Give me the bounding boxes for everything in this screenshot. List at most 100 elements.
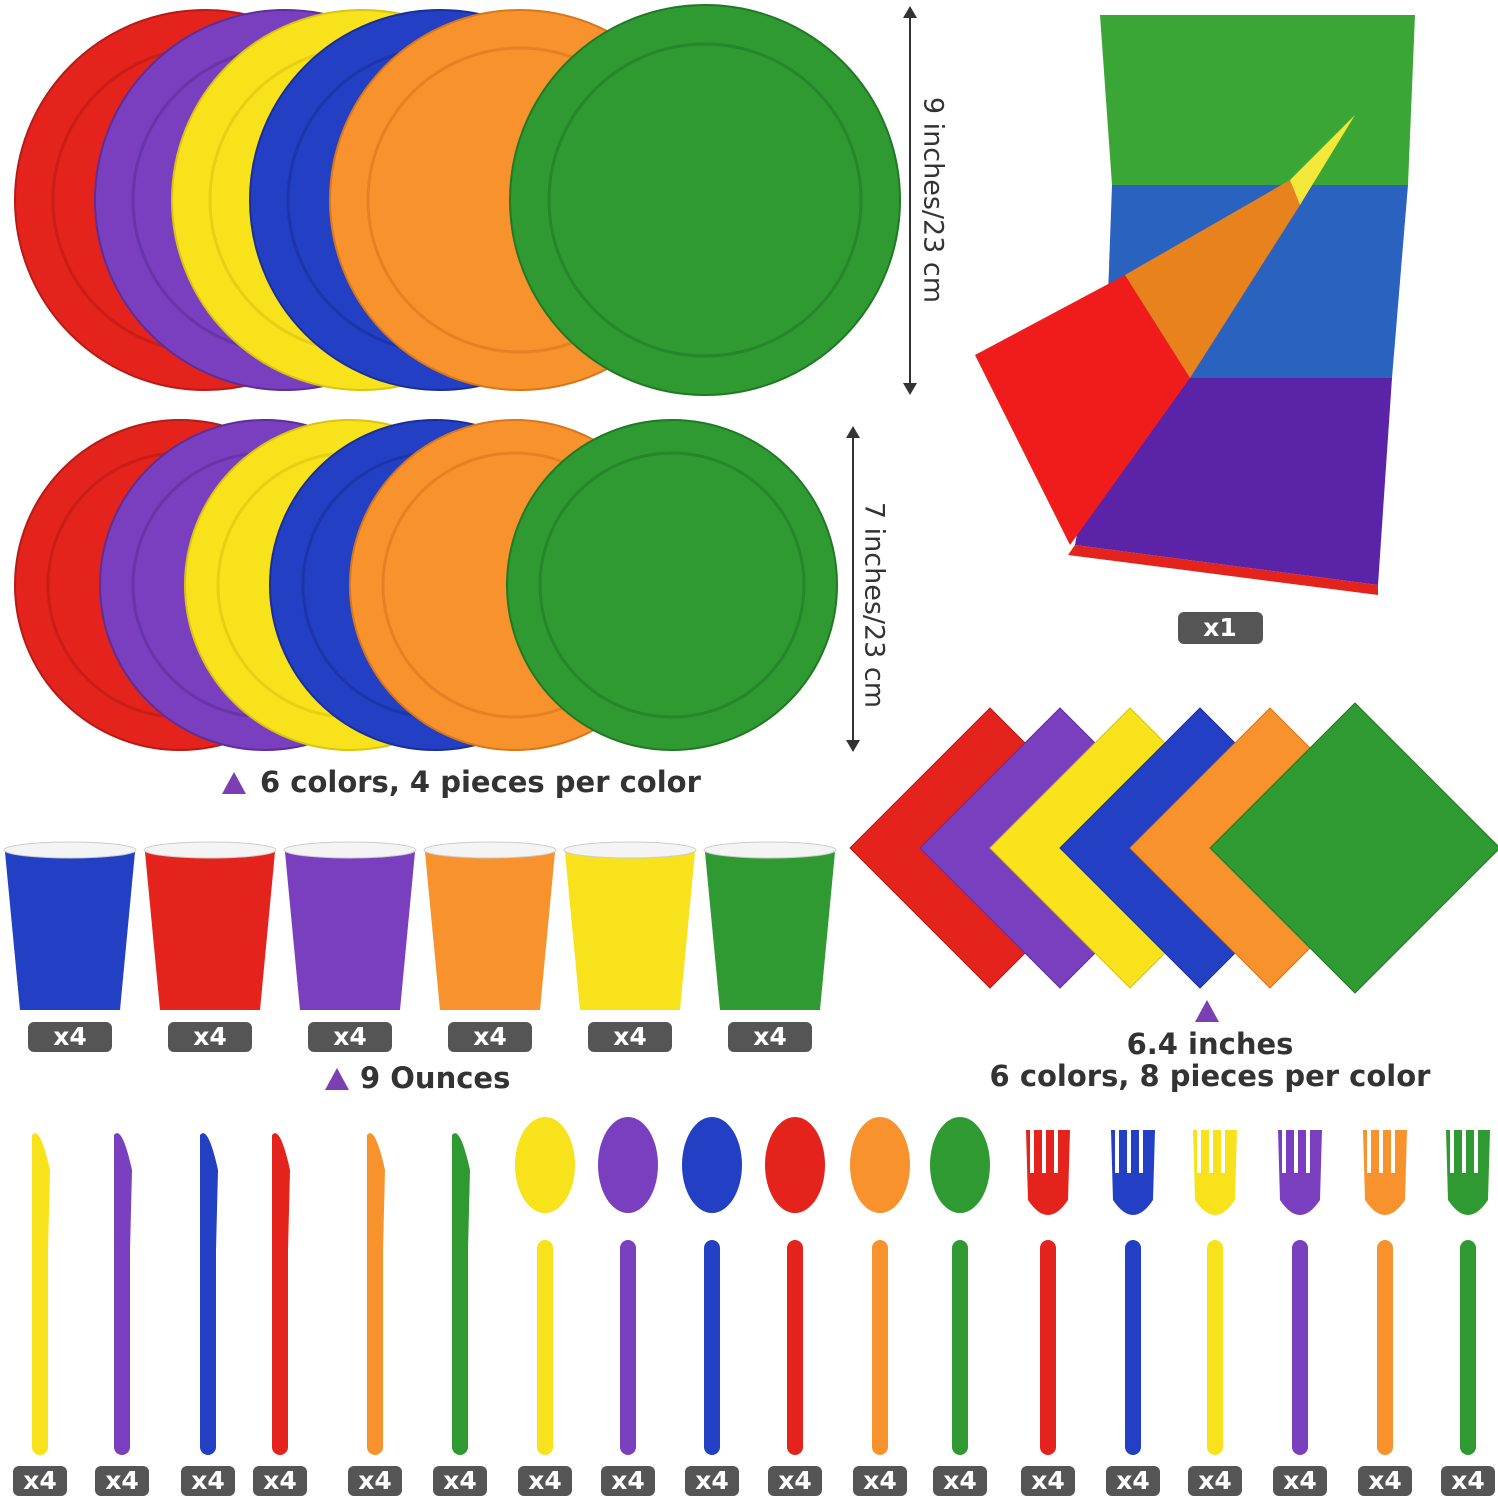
cup [705, 852, 835, 1010]
cover-red-flap [975, 275, 1190, 545]
fork-gap [1127, 1128, 1131, 1173]
badge-label: x4 [53, 1022, 87, 1051]
badge-label: x4 [23, 1466, 57, 1495]
handle [1207, 1240, 1223, 1455]
badge-label: x4 [263, 1466, 297, 1495]
cover-yellow-fold [1290, 115, 1355, 205]
badge-bg [181, 1466, 235, 1496]
badge-bg [601, 1466, 655, 1496]
cup-rim [143, 841, 277, 859]
fork-head [1026, 1130, 1070, 1215]
fork-gap [1450, 1128, 1454, 1173]
dimension-label: 7 inches/23 cm [859, 502, 890, 708]
cover-purple [1075, 378, 1392, 585]
badge-bg [685, 1466, 739, 1496]
handle [114, 1240, 130, 1455]
handle [200, 1240, 216, 1455]
cup-rim [283, 841, 417, 859]
handle [1292, 1240, 1308, 1455]
triangle-marker [325, 1068, 349, 1090]
badge-label: x4 [528, 1466, 562, 1495]
cover-green [1100, 15, 1415, 185]
cup-rim [563, 841, 697, 859]
handle [952, 1240, 968, 1455]
fork-gap [1197, 1128, 1201, 1173]
badge-label: x1 [1203, 613, 1237, 642]
badge-label: x4 [753, 1022, 787, 1051]
plate-rim [547, 42, 863, 358]
large-plate-dimension: 9 inches/23 cm [903, 6, 949, 395]
badge-bg [728, 1022, 812, 1052]
badge-bg [518, 1466, 572, 1496]
badge-label: x4 [611, 1466, 645, 1495]
knife-blade [32, 1133, 50, 1250]
triangle-marker [1195, 1000, 1219, 1022]
handle [367, 1240, 383, 1455]
badge-label: x4 [1031, 1466, 1065, 1495]
handle [272, 1240, 288, 1455]
fork-gap [1030, 1128, 1034, 1173]
spoon-bowl [598, 1117, 658, 1213]
small-plate-dimension: 7 inches/23 cm [846, 426, 890, 752]
badge-bg [1188, 1466, 1242, 1496]
cups-note: 9 Ounces [360, 1061, 510, 1095]
badge-label: x4 [473, 1022, 507, 1051]
badge-label: x4 [778, 1466, 812, 1495]
cup [5, 852, 135, 1010]
spoon-bowl [765, 1117, 825, 1213]
handle [872, 1240, 888, 1455]
napkins-note: 6 colors, 8 pieces per color [990, 1059, 1432, 1093]
fork-gap [1209, 1128, 1213, 1173]
fork-gap [1379, 1128, 1383, 1173]
plate [509, 4, 901, 396]
badge-label: x4 [358, 1466, 392, 1495]
badge-bg [1178, 612, 1263, 644]
badge-bg [253, 1466, 307, 1496]
triangle-marker [222, 772, 246, 794]
handle [704, 1240, 720, 1455]
badge-label: x4 [191, 1466, 225, 1495]
badge-bg [933, 1466, 987, 1496]
plates-note: 6 colors, 4 pieces per color [260, 765, 702, 799]
fork-gap [1294, 1128, 1298, 1173]
fork-gap [1042, 1128, 1046, 1173]
badge-label: x4 [1283, 1466, 1317, 1495]
cup-rim [3, 841, 137, 859]
cover-orange-fold [1125, 180, 1300, 378]
spoon-bowl [682, 1117, 742, 1213]
spoon-bowl [850, 1117, 910, 1213]
badge-bg [1106, 1466, 1160, 1496]
handle [1125, 1240, 1141, 1455]
fork-gap [1462, 1128, 1466, 1173]
knife-blade [452, 1133, 470, 1250]
badge-bg [433, 1466, 487, 1496]
badge-bg [588, 1022, 672, 1052]
knife-blade [367, 1133, 385, 1250]
arrow [846, 740, 860, 752]
plate [506, 419, 838, 751]
fork-gap [1474, 1128, 1478, 1173]
handle [620, 1240, 636, 1455]
cup [425, 852, 555, 1010]
cup-rim [703, 841, 837, 859]
badge-label: x4 [943, 1466, 977, 1495]
dimension-label: 9 inches/23 cm [918, 97, 949, 303]
badge-bg [1441, 1466, 1495, 1496]
badge-bg [853, 1466, 907, 1496]
spoon-bowl [930, 1117, 990, 1213]
badge-bg [13, 1466, 67, 1496]
fork-gap [1115, 1128, 1119, 1173]
fork-head [1193, 1130, 1237, 1215]
arrow [903, 383, 917, 395]
cup [285, 852, 415, 1010]
badge-bg [448, 1022, 532, 1052]
cup [145, 852, 275, 1010]
badge-bg [768, 1466, 822, 1496]
badge-bg [1358, 1466, 1412, 1496]
artwork: x1 x4 x4 x4 x4 x4 x4 x4 x4 x4 x4 x4 x4 x4 x4 x4 x4 x4 x4 x4… [3, 4, 1498, 1496]
badge-label: x4 [613, 1022, 647, 1051]
napkin [1209, 702, 1498, 994]
badge-bg [95, 1466, 149, 1496]
fork-head [1278, 1130, 1322, 1215]
fork-gap [1221, 1128, 1225, 1173]
